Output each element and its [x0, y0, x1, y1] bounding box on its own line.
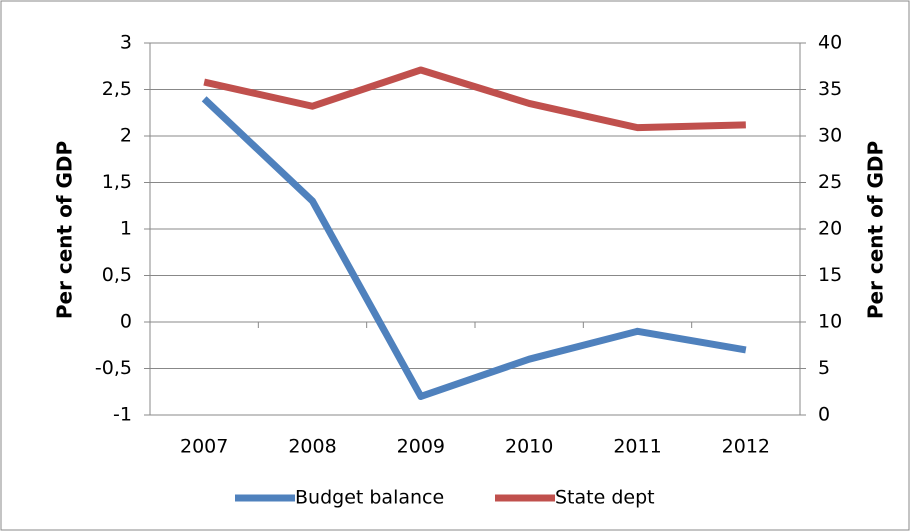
y2-tick-label: 20 — [818, 218, 842, 240]
y-tick-label: 0 — [120, 311, 132, 333]
y-axis-label: Per cent of GDP — [53, 141, 77, 319]
y2-tick-label: 5 — [818, 357, 830, 379]
y2-tick-label: 0 — [818, 404, 830, 426]
x-tick-label: 2007 — [180, 436, 228, 458]
y-tick-label: 2 — [120, 125, 132, 147]
line-series — [201, 96, 747, 400]
x-tick-label: 2011 — [613, 436, 661, 458]
legend-label: State dept — [555, 487, 655, 509]
x-tick-label: 2012 — [722, 436, 770, 458]
x-tick-label: 2008 — [288, 436, 336, 458]
y-tick-label: 0,5 — [102, 264, 132, 286]
y2-tick-label: 40 — [818, 32, 842, 54]
y2-tick-label: 25 — [818, 171, 842, 193]
y-tick-label: 2,5 — [102, 78, 132, 100]
x-tick-label: 2010 — [505, 436, 553, 458]
y-tick-label: -0,5 — [95, 357, 132, 379]
y-tick-label: 1,5 — [102, 171, 132, 193]
y-tick-label: 3 — [120, 32, 132, 54]
y2-tick-label: 35 — [818, 78, 842, 100]
y2-axis-label: Per cent of GDP — [864, 141, 888, 319]
line-series — [203, 66, 746, 132]
y2-tick-label: 15 — [818, 264, 842, 286]
x-tick-label: 2009 — [397, 436, 445, 458]
y2-tick-label: 10 — [818, 311, 842, 333]
y2-tick-label: 30 — [818, 125, 842, 147]
y-tick-label: 1 — [120, 218, 132, 240]
y-tick-label: -1 — [113, 404, 132, 426]
legend-label: Budget balance — [295, 487, 444, 509]
